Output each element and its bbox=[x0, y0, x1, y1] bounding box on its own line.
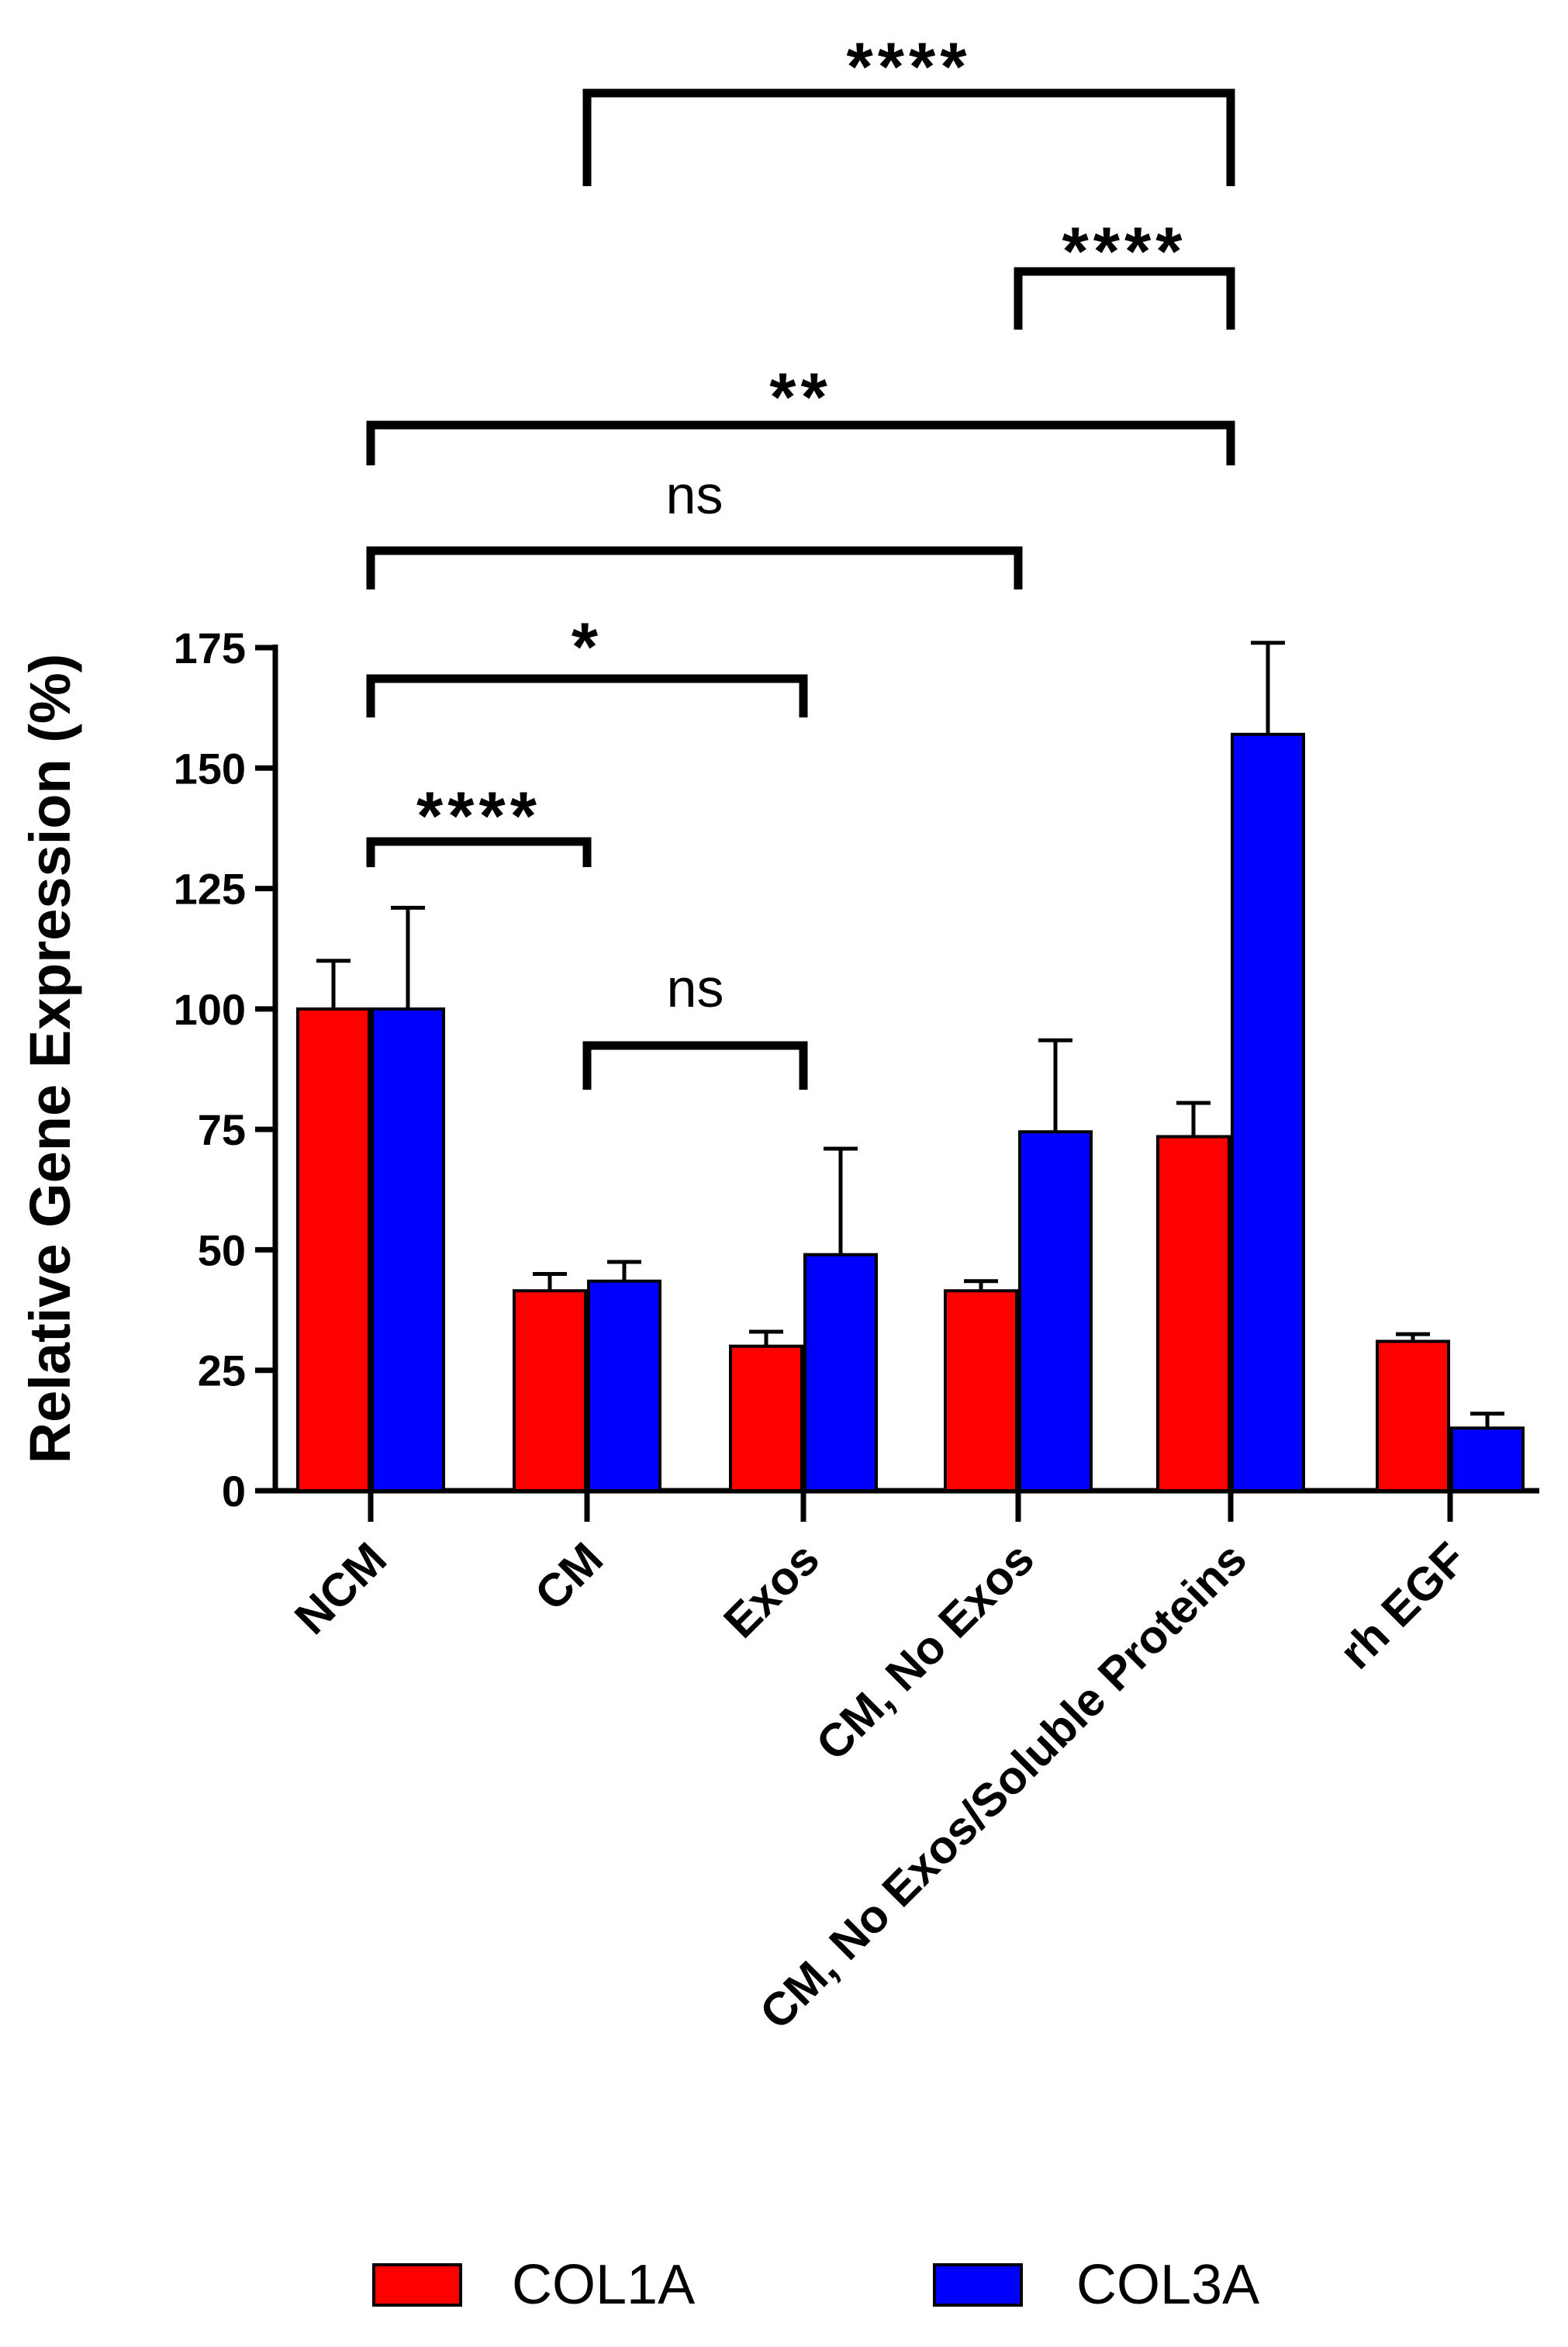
legend: COL1A COL3A bbox=[372, 2254, 1259, 2316]
bar-col1a bbox=[513, 1289, 587, 1492]
bars bbox=[296, 732, 1525, 1493]
significance-label: * bbox=[572, 608, 603, 685]
bar-col3a bbox=[1450, 1426, 1525, 1493]
legend-swatch-col3a bbox=[933, 2263, 1023, 2307]
significance-label: **** bbox=[416, 777, 541, 854]
significance-bracket bbox=[366, 420, 1235, 465]
significance-brackets: ****ns*ns********** bbox=[366, 28, 1235, 1090]
significance-bracket bbox=[582, 88, 1235, 186]
bar-col3a bbox=[587, 1279, 661, 1492]
significance-label: **** bbox=[1062, 213, 1187, 289]
legend-label-col1a: COL1A bbox=[512, 2254, 695, 2316]
legend-swatch-col1a bbox=[372, 2263, 462, 2307]
significance-label: ** bbox=[769, 358, 832, 435]
significance-bracket bbox=[366, 837, 592, 867]
y-tick-label: 100 bbox=[174, 985, 246, 1034]
bar-col1a bbox=[1156, 1135, 1231, 1492]
y-tick-label: 25 bbox=[198, 1346, 246, 1395]
error-bars bbox=[316, 641, 1504, 1429]
x-category-label: Exos bbox=[713, 1533, 829, 1648]
significance-bracket bbox=[366, 546, 1023, 589]
x-category-label: CM bbox=[525, 1533, 613, 1620]
significance-label: **** bbox=[847, 28, 972, 105]
y-tick-label: 75 bbox=[198, 1105, 246, 1154]
significance-bracket bbox=[366, 674, 808, 717]
bar-col1a bbox=[729, 1344, 803, 1492]
y-tick-label: 175 bbox=[174, 624, 246, 672]
y-axis-title: Relative Gene Expression (%) bbox=[18, 654, 82, 1464]
bar-col3a bbox=[371, 1007, 445, 1493]
y-tick-label: 50 bbox=[198, 1225, 246, 1274]
bar-col1a bbox=[296, 1007, 371, 1493]
bar-col1a bbox=[1376, 1339, 1450, 1492]
bar-col3a bbox=[1231, 732, 1305, 1492]
significance-label: ns bbox=[666, 465, 724, 525]
bar-col3a bbox=[1018, 1130, 1093, 1492]
legend-label-col3a: COL3A bbox=[1076, 2254, 1259, 2316]
significance-label: ns bbox=[667, 958, 724, 1018]
significance-bracket bbox=[582, 1041, 808, 1090]
bar-col3a bbox=[803, 1253, 878, 1492]
y-tick-label: 125 bbox=[174, 865, 246, 914]
x-category-label: CM, No Exos bbox=[806, 1533, 1045, 1771]
x-category-label: NCM bbox=[285, 1533, 396, 1644]
bar-col1a bbox=[944, 1289, 1018, 1492]
y-tick-label: 0 bbox=[222, 1467, 246, 1516]
y-tick-label: 150 bbox=[174, 744, 246, 793]
significance-bracket bbox=[1014, 267, 1235, 330]
x-category-label: rh EGF bbox=[1329, 1533, 1476, 1679]
